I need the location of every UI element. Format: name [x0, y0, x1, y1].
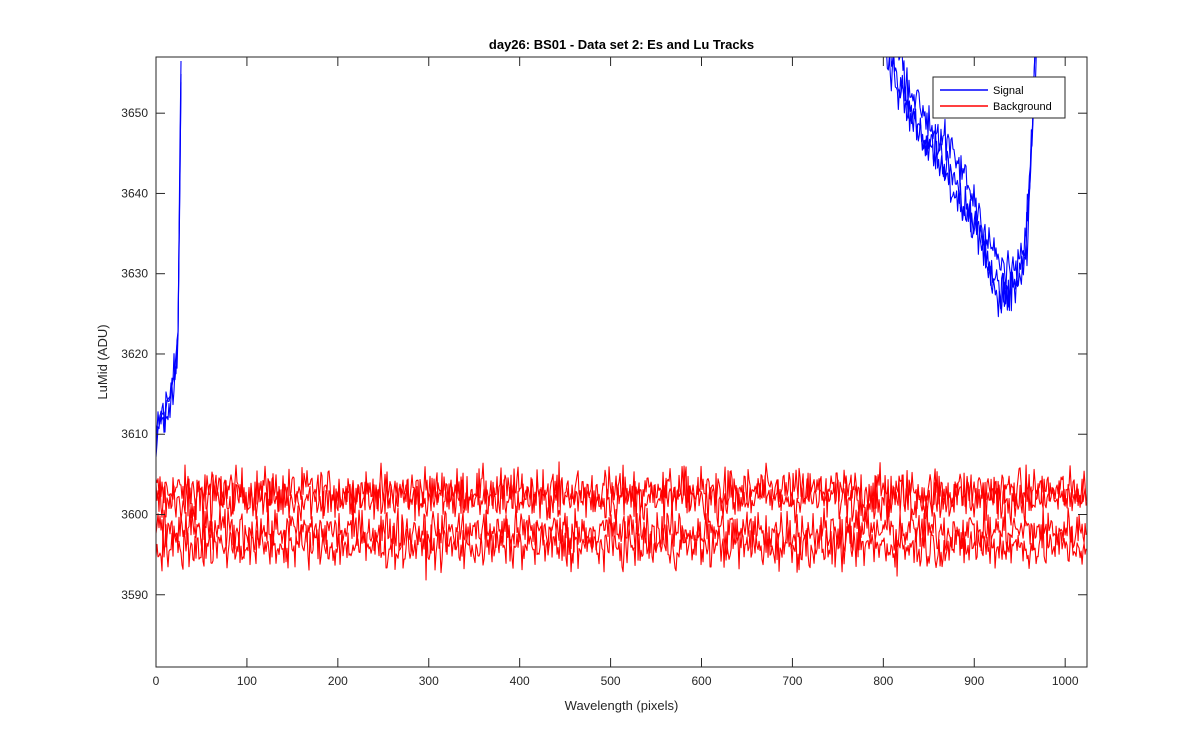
y-tick-label: 3650 — [121, 106, 148, 120]
x-tick-label: 100 — [237, 674, 257, 688]
y-tick-label: 3600 — [121, 508, 148, 522]
x-axis-label: Wavelength (pixels) — [565, 698, 679, 713]
y-tick-label: 3630 — [121, 267, 148, 281]
legend-box — [932, 76, 1066, 119]
x-tick-label: 0 — [153, 674, 160, 688]
y-axis-label: LuMid (ADU) — [95, 324, 110, 399]
x-tick-label: 400 — [510, 674, 530, 688]
legend-signal-label: Signal — [993, 85, 1024, 97]
chart-title: day26: BS01 - Data set 2: Es and Lu Trac… — [489, 37, 754, 52]
y-tick-label: 3620 — [121, 347, 148, 361]
background-trace — [156, 498, 1087, 562]
x-tick-label: 500 — [601, 674, 621, 688]
background-trace — [156, 513, 1087, 581]
x-tick-label: 800 — [873, 674, 893, 688]
plot-area — [156, 57, 1087, 667]
y-tick-label: 3590 — [121, 588, 148, 602]
x-tick-label: 900 — [964, 674, 984, 688]
series-layer — [156, 57, 1087, 581]
x-tick-label: 300 — [419, 674, 439, 688]
axes-layer: 0 100 200 300 400 500 600 700 800 900 1000 3590 3600… — [121, 57, 1087, 688]
y-tick-label: 3610 — [121, 427, 148, 441]
legend: Signal Background — [932, 76, 1066, 119]
signal-trace — [156, 60, 182, 434]
x-tick-label: 600 — [691, 674, 711, 688]
y-tick-label: 3640 — [121, 186, 148, 200]
x-tick-label: 200 — [328, 674, 348, 688]
plot-frame — [155, 56, 1088, 668]
x-tick-label: 700 — [782, 674, 802, 688]
x-tick-label: 1000 — [1052, 674, 1079, 688]
legend-background-label: Background — [993, 101, 1052, 113]
background-trace — [156, 465, 1087, 529]
signal-trace — [898, 57, 1037, 290]
